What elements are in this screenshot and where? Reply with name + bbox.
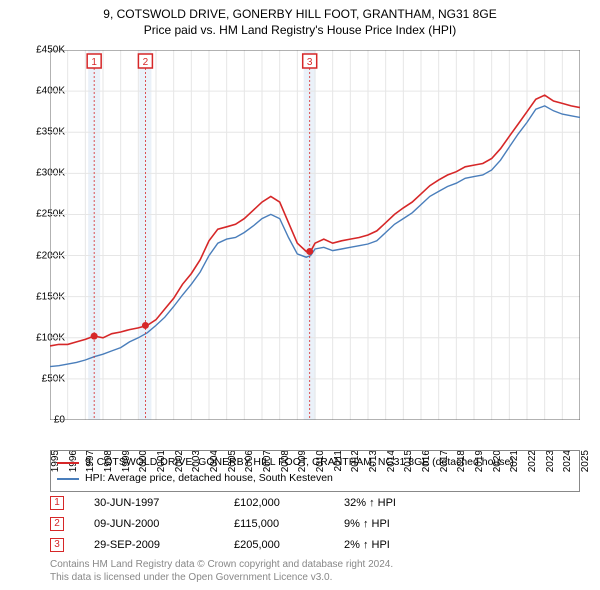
event-date: 29-SEP-2009 bbox=[94, 539, 234, 551]
event-price: £102,000 bbox=[234, 497, 344, 509]
event-marker-number: 2 bbox=[143, 57, 149, 68]
event-price: £205,000 bbox=[234, 539, 344, 551]
event-date: 30-JUN-1997 bbox=[94, 497, 234, 509]
event-date: 09-JUN-2000 bbox=[94, 518, 234, 530]
footer-line-2: This data is licensed under the Open Gov… bbox=[50, 571, 580, 584]
sale-events-table: 130-JUN-1997£102,00032% ↑ HPI209-JUN-200… bbox=[50, 492, 580, 555]
event-row: 1 30-JUN-1997£102,00032% ↑ HPI bbox=[50, 492, 580, 513]
price-chart: 1 2 3 bbox=[50, 50, 580, 420]
event-marker-number: 3 bbox=[307, 57, 313, 68]
event-row: 2 09-JUN-2000£115,0009% ↑ HPI bbox=[50, 513, 580, 534]
footer-line-1: Contains HM Land Registry data © Crown c… bbox=[50, 558, 580, 571]
event-row: 3 29-SEP-2009£205,0002% ↑ HPI bbox=[50, 534, 580, 555]
legend-swatch bbox=[57, 478, 79, 480]
event-pct-vs-hpi: 2% ↑ HPI bbox=[344, 539, 464, 551]
chart-container: 9, COTSWOLD DRIVE, GONERBY HILL FOOT, GR… bbox=[0, 0, 600, 590]
legend-item: HPI: Average price, detached house, Sout… bbox=[57, 471, 573, 487]
event-number-box: 1 bbox=[50, 496, 64, 510]
title-line-2: Price paid vs. HM Land Registry's House … bbox=[0, 22, 600, 38]
legend-label: HPI: Average price, detached house, Sout… bbox=[85, 471, 333, 487]
title-line-1: 9, COTSWOLD DRIVE, GONERBY HILL FOOT, GR… bbox=[0, 6, 600, 22]
legend-swatch bbox=[57, 462, 79, 464]
event-pct-vs-hpi: 9% ↑ HPI bbox=[344, 518, 464, 530]
legend-item: 9, COTSWOLD DRIVE, GONERBY HILL FOOT, GR… bbox=[57, 455, 573, 471]
event-pct-vs-hpi: 32% ↑ HPI bbox=[344, 497, 464, 509]
event-number-box: 3 bbox=[50, 538, 64, 552]
title-block: 9, COTSWOLD DRIVE, GONERBY HILL FOOT, GR… bbox=[0, 0, 600, 38]
event-number-box: 2 bbox=[50, 517, 64, 531]
event-marker-number: 1 bbox=[91, 57, 97, 68]
legend-label: 9, COTSWOLD DRIVE, GONERBY HILL FOOT, GR… bbox=[85, 455, 514, 471]
event-price: £115,000 bbox=[234, 518, 344, 530]
attribution-footer: Contains HM Land Registry data © Crown c… bbox=[50, 558, 580, 584]
x-tick-label: 2025 bbox=[580, 450, 591, 472]
legend: 9, COTSWOLD DRIVE, GONERBY HILL FOOT, GR… bbox=[50, 450, 580, 492]
